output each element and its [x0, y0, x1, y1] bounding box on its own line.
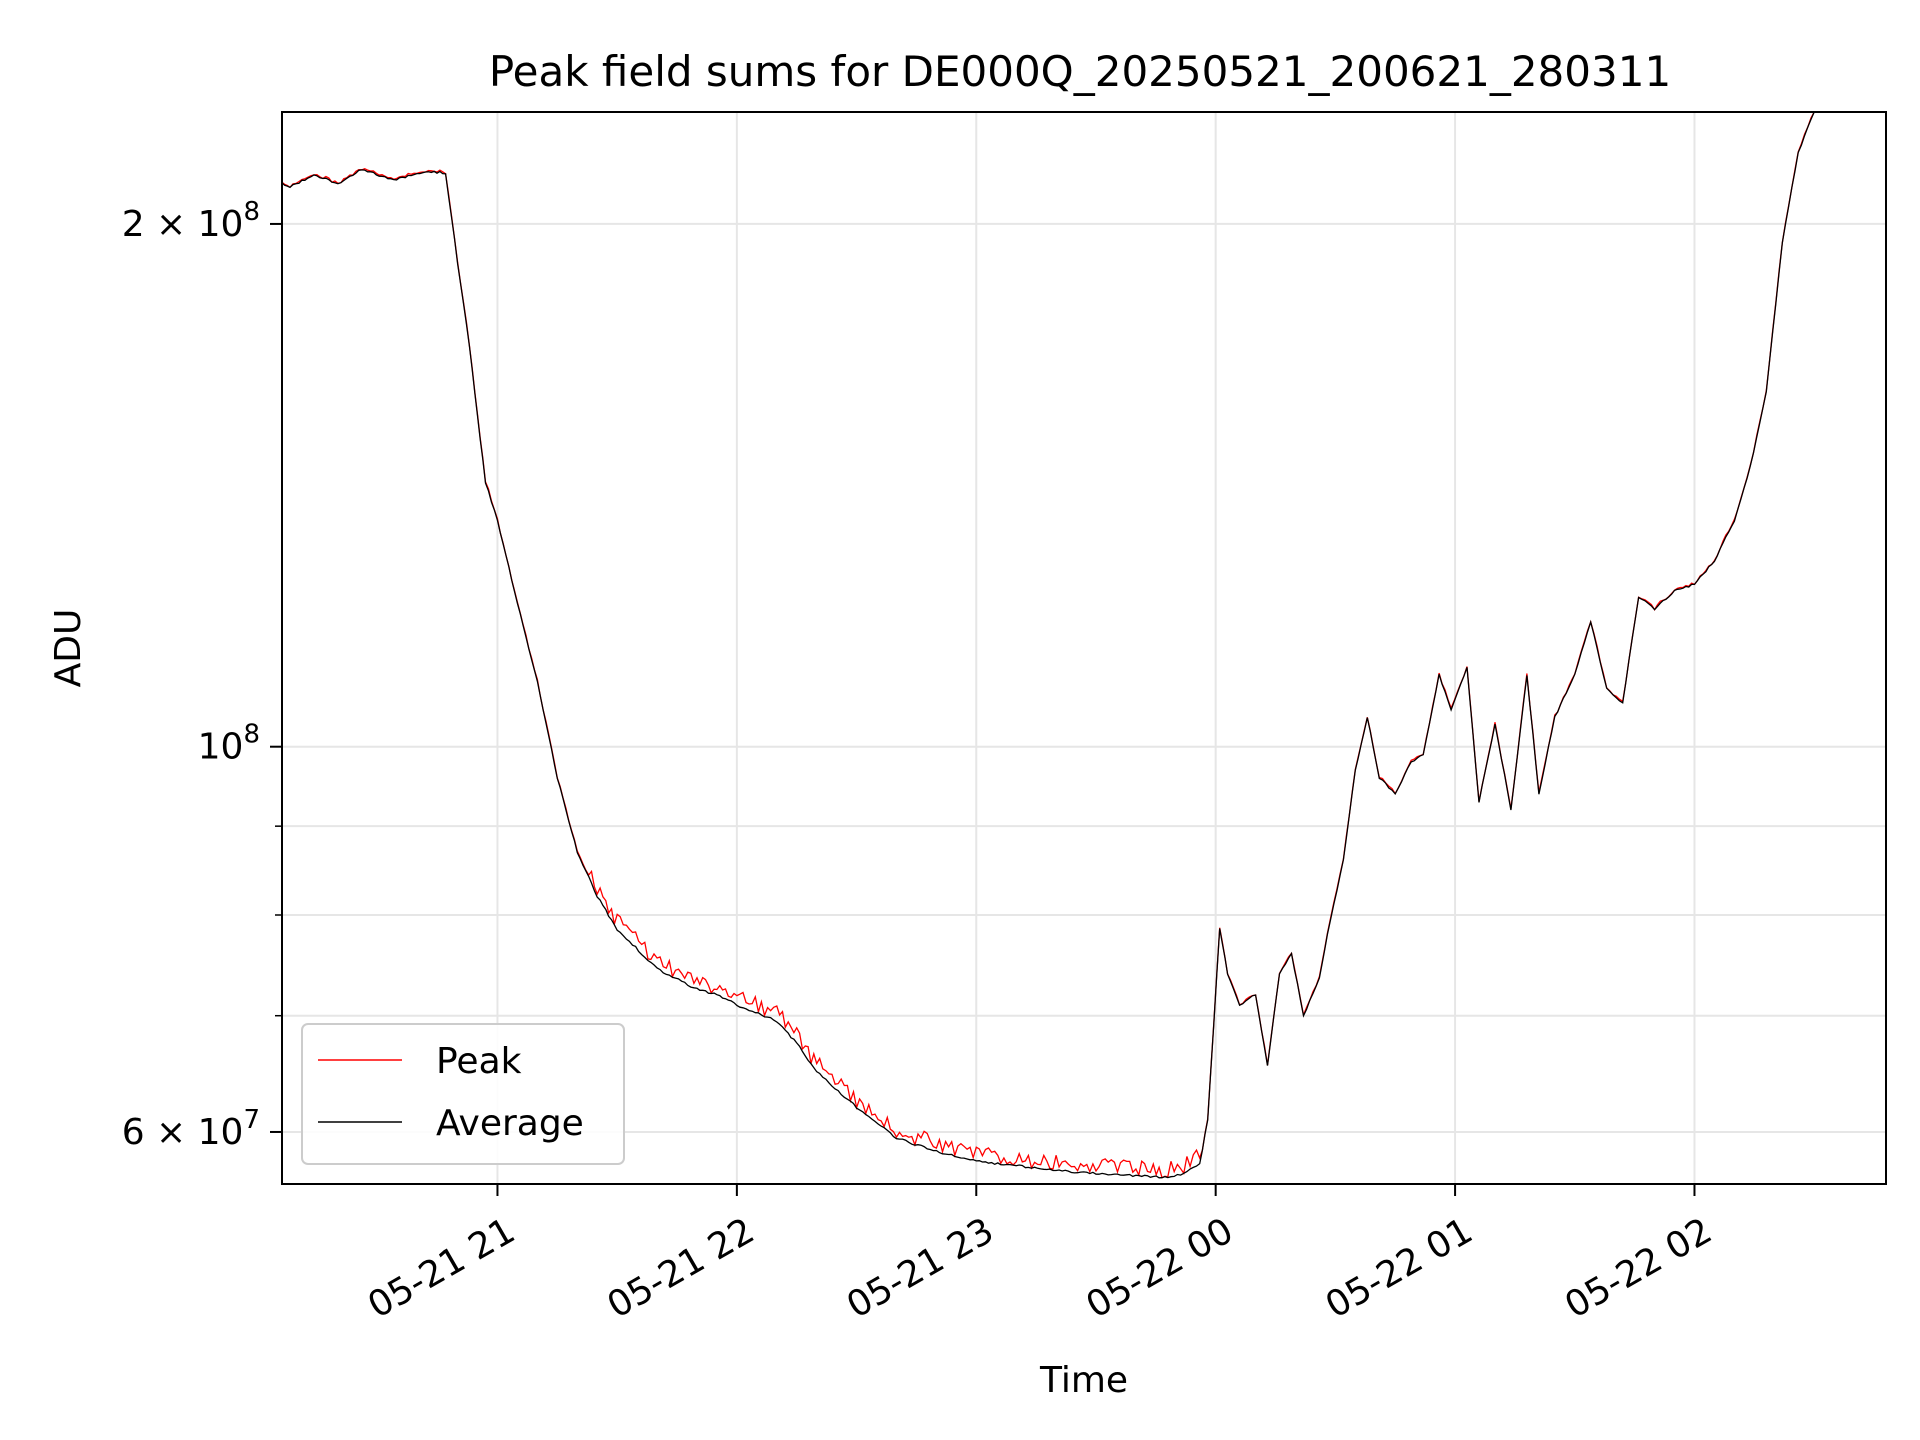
plot-frame — [281, 111, 1887, 1185]
legend-label-peak: Peak — [436, 1041, 522, 1082]
y-axis-label: ADU — [48, 609, 89, 688]
legend-box — [301, 1023, 625, 1165]
y-tick-label: 6 × 107 — [122, 1105, 260, 1153]
legend: Peak Average — [301, 1023, 625, 1165]
gridlines — [282, 112, 1886, 1184]
x-axis-label: Time — [1039, 1360, 1128, 1401]
y-tick-label: 2 × 108 — [122, 197, 260, 245]
legend-label-average: Average — [436, 1103, 584, 1144]
series-lines — [282, 112, 1815, 1179]
chart-title: Peak field sums for DE000Q_20250521_2006… — [489, 47, 1671, 96]
series-line-average — [282, 112, 1815, 1179]
